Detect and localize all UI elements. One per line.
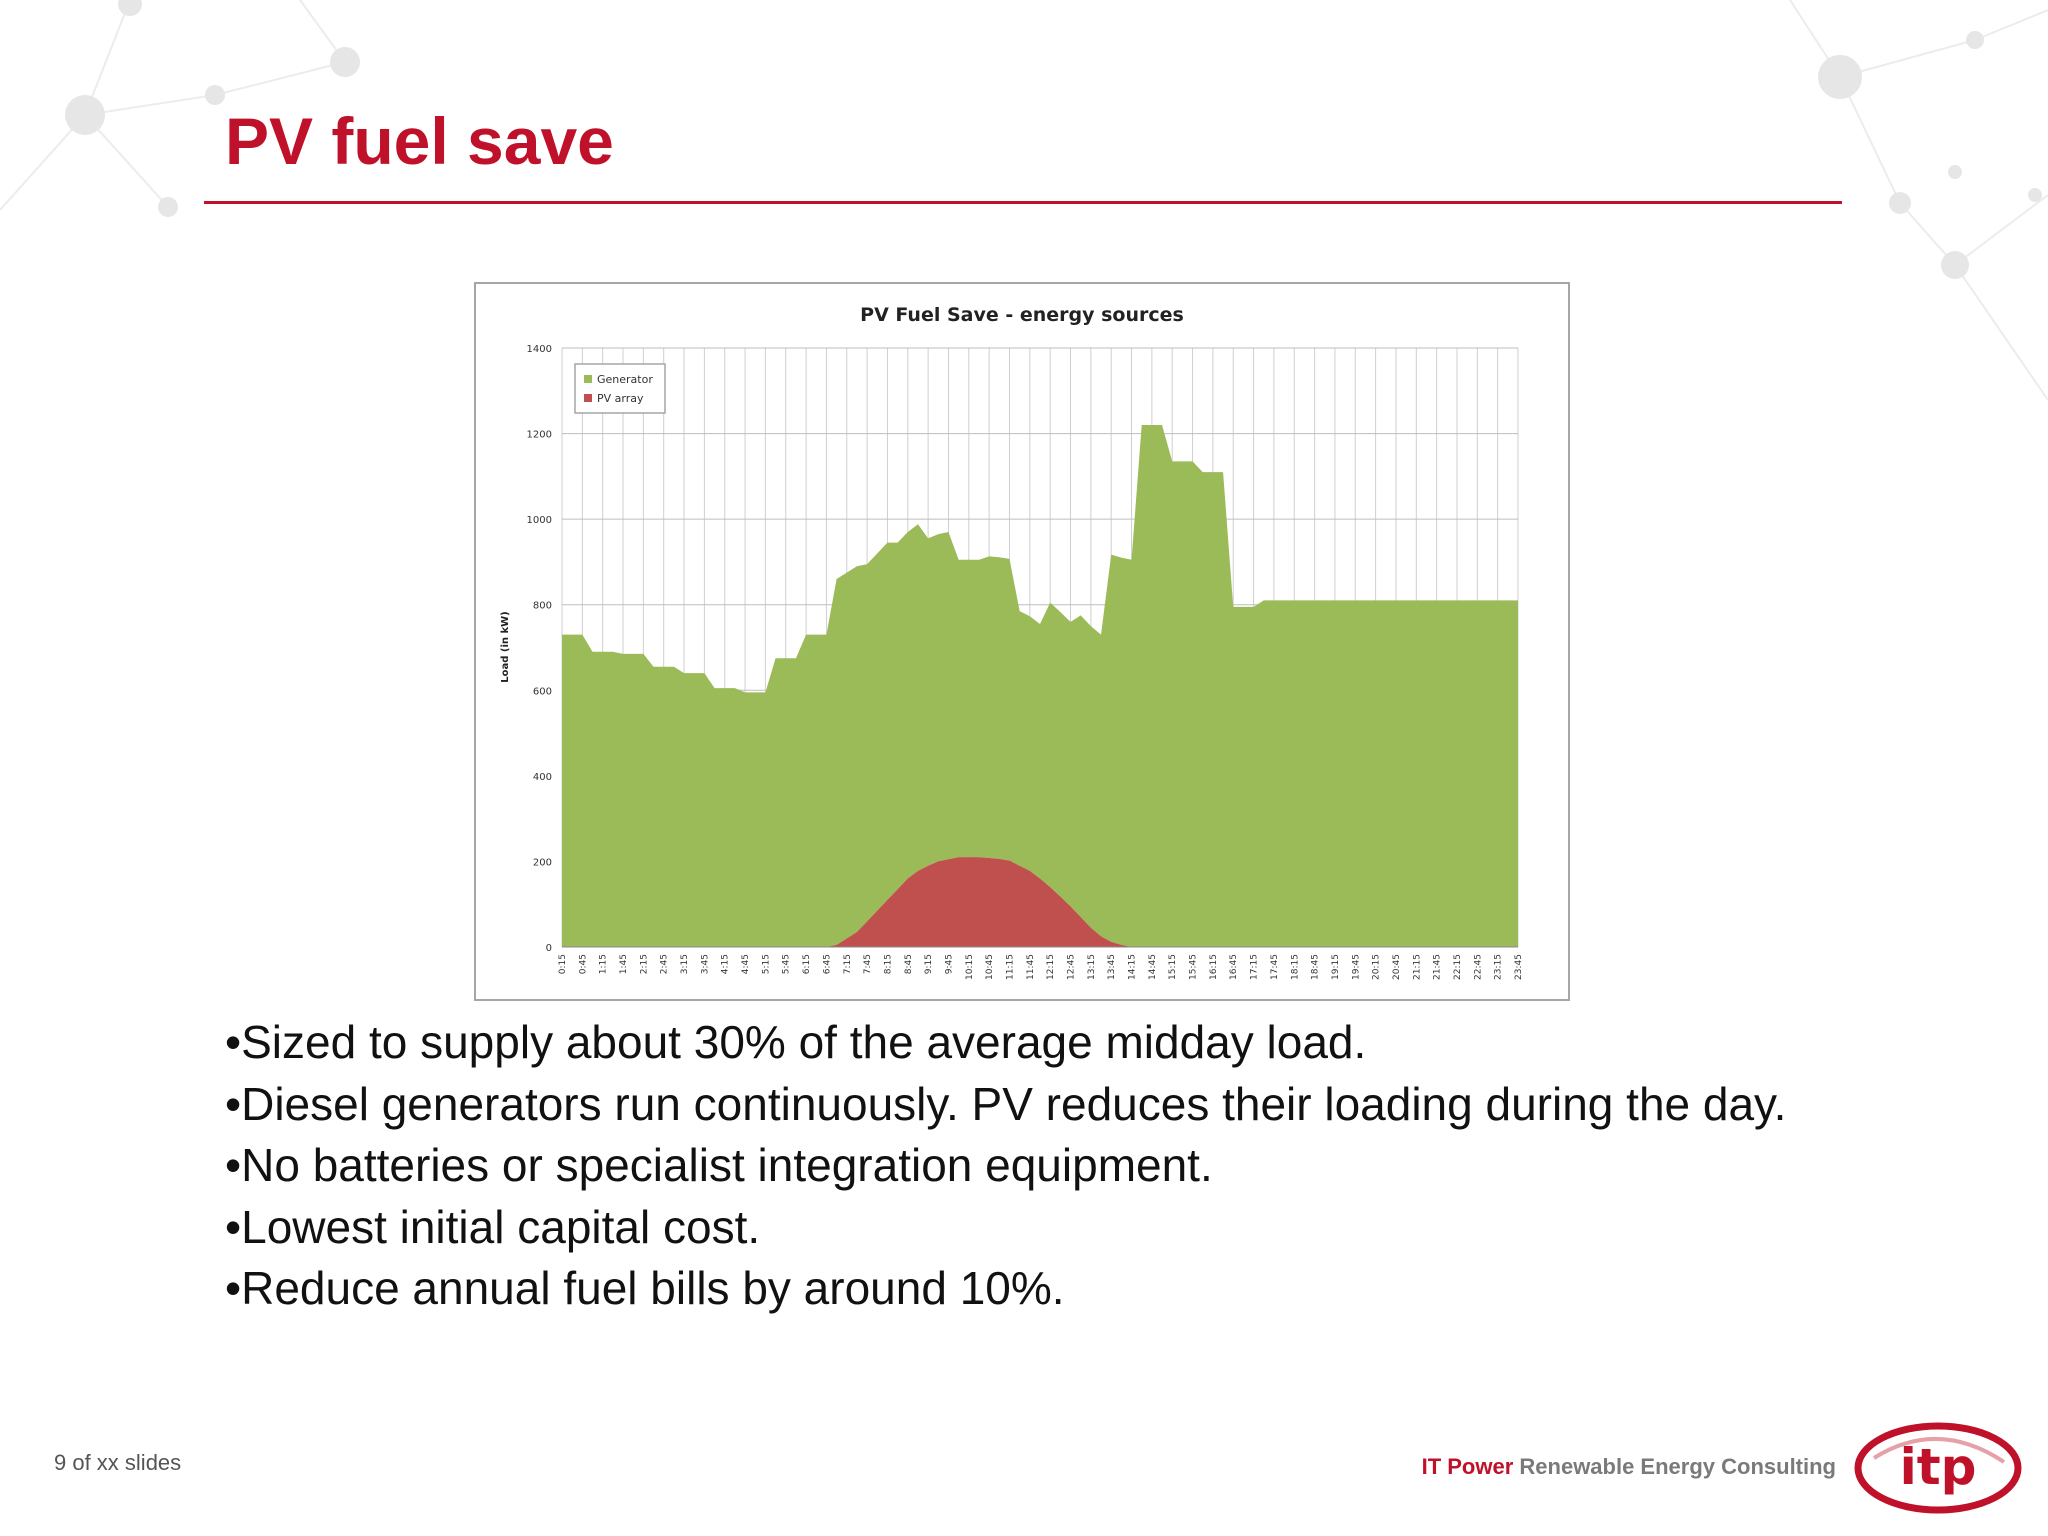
x-tick-label: 16:45 — [1229, 954, 1239, 980]
x-tick-label: 6:45 — [822, 954, 832, 974]
x-tick-label: 11:15 — [1005, 954, 1015, 980]
x-tick-label: 23:45 — [1514, 954, 1524, 980]
y-tick-label: 1400 — [527, 344, 552, 355]
slide-number: 9 of xx slides — [54, 1450, 182, 1475]
chart-frame: PV Fuel Save - energy sources Load (in k… — [474, 282, 1570, 1001]
chart-legend: Generator PV array — [574, 363, 666, 414]
legend-swatch-pv-array — [584, 394, 592, 402]
x-tick-label: 1:45 — [619, 954, 629, 974]
bullet-item: •Lowest initial capital cost. — [225, 1200, 761, 1253]
bullet-item: •No batteries or specialist integration … — [225, 1139, 1213, 1191]
x-tick-label: 5:15 — [761, 954, 771, 974]
y-tick-label: 1000 — [527, 515, 552, 526]
legend-label-generator: Generator — [597, 373, 653, 386]
x-tick-label: 8:45 — [904, 954, 914, 974]
bullet-item: •Sized to supply about 30% of the averag… — [225, 1016, 1367, 1068]
x-tick-label: 1:15 — [599, 954, 609, 974]
energy-sources-chart: PV Fuel Save - energy sources Load (in k… — [500, 304, 1524, 980]
x-tick-label: 7:45 — [863, 954, 873, 974]
x-tick-label: 17:45 — [1270, 954, 1280, 980]
x-tick-label: 3:45 — [700, 954, 710, 974]
logo-text: itp — [1900, 1438, 1977, 1496]
x-tick-label: 13:15 — [1087, 954, 1097, 980]
generator-area — [562, 425, 1518, 947]
x-tick-label: 2:45 — [660, 954, 670, 974]
y-tick-label: 600 — [533, 686, 552, 697]
x-tick-label: 10:45 — [985, 954, 995, 980]
x-tick-label: 12:15 — [1046, 954, 1056, 980]
title-underline — [204, 201, 1842, 204]
x-tick-label: 21:15 — [1412, 954, 1422, 980]
x-tick-label: 14:45 — [1148, 954, 1158, 980]
brand-secondary: Renewable Energy Consulting — [1519, 1454, 1836, 1479]
slide-title: PV fuel save — [225, 104, 614, 178]
x-tick-label: 18:45 — [1311, 954, 1321, 980]
x-tick-label: 4:15 — [721, 954, 731, 974]
x-tick-label: 6:15 — [802, 954, 812, 974]
x-tick-label: 14:15 — [1128, 954, 1138, 980]
y-axis-label: Load (in kW) — [500, 611, 511, 682]
x-tick-label: 7:15 — [843, 954, 853, 974]
bullet-item: •Diesel generators run continuously. PV … — [225, 1077, 1787, 1130]
x-tick-label: 9:15 — [924, 954, 934, 974]
x-tick-label: 21:45 — [1433, 954, 1443, 980]
x-tick-label: 19:15 — [1331, 954, 1341, 980]
x-tick-label: 13:45 — [1107, 954, 1117, 980]
y-tick-label: 400 — [533, 772, 552, 783]
chart-title: PV Fuel Save - energy sources — [860, 304, 1184, 326]
x-tick-label: 2:15 — [639, 954, 649, 974]
x-tick-label: 3:15 — [680, 954, 690, 974]
bullet-item: •Reduce annual fuel bills by around 10%. — [225, 1262, 1065, 1314]
x-tick-label: 17:15 — [1250, 954, 1260, 980]
y-tick-label: 200 — [533, 857, 552, 868]
y-tick-label: 1200 — [527, 430, 552, 441]
x-tick-label: 12:45 — [1067, 954, 1077, 980]
x-tick-label: 9:45 — [944, 954, 954, 974]
x-tick-label: 19:45 — [1351, 954, 1361, 980]
brand-primary: IT Power — [1421, 1454, 1514, 1479]
x-tick-label: 4:45 — [741, 954, 751, 974]
x-tick-label: 20:45 — [1392, 954, 1402, 980]
x-tick-label: 5:45 — [782, 954, 792, 974]
legend-swatch-generator — [584, 375, 592, 383]
y-tick-label: 0 — [546, 943, 552, 954]
x-tick-label: 0:15 — [558, 954, 568, 974]
x-tick-label: 23:15 — [1494, 954, 1504, 980]
x-tick-label: 22:45 — [1473, 954, 1483, 980]
x-tick-label: 15:45 — [1189, 954, 1199, 980]
x-tick-label: 8:15 — [883, 954, 893, 974]
y-tick-label: 800 — [533, 601, 552, 612]
itp-logo: itp — [1854, 1422, 2022, 1514]
pv-array-area — [562, 857, 1518, 947]
x-tick-label: 22:15 — [1453, 954, 1463, 980]
x-tick-label: 18:15 — [1290, 954, 1300, 980]
x-tick-label: 16:15 — [1209, 954, 1219, 980]
footer-brand: IT Power Renewable Energy Consulting — [1422, 1454, 1836, 1480]
x-tick-label: 11:45 — [1026, 954, 1036, 980]
x-tick-label: 15:15 — [1168, 954, 1178, 980]
x-tick-label: 10:15 — [965, 954, 975, 980]
x-tick-label: 0:45 — [578, 954, 588, 974]
bullet-list: •Sized to supply about 30% of the averag… — [225, 1012, 1845, 1320]
legend-label-pv-array: PV array — [597, 392, 644, 405]
x-tick-label: 20:15 — [1372, 954, 1382, 980]
